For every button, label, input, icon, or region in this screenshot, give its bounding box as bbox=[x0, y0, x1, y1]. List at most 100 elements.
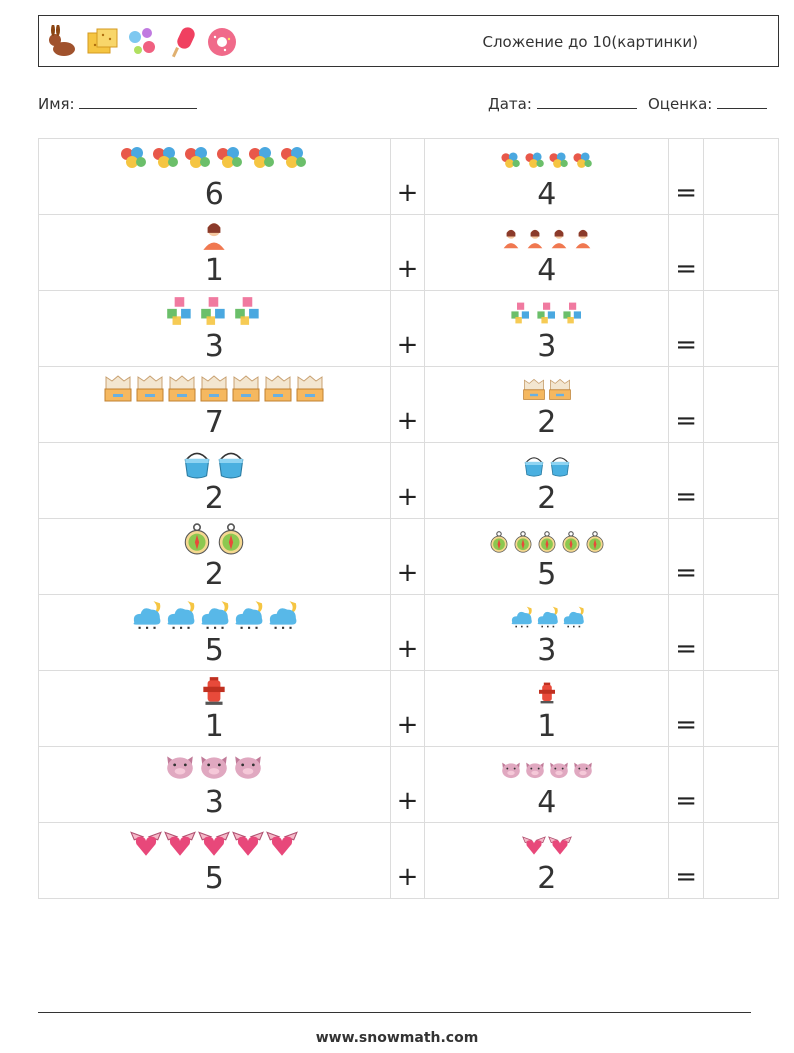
answer-cell[interactable] bbox=[703, 518, 779, 595]
night-cloud-icon bbox=[266, 599, 298, 635]
plus-sign: + bbox=[396, 482, 419, 512]
balloons-icon bbox=[183, 145, 213, 179]
addend-a-cell: 6 bbox=[38, 138, 391, 215]
worksheet-title: Сложение до 10(картинки) bbox=[482, 33, 698, 51]
box-icon bbox=[231, 373, 261, 407]
toy-blocks-icon bbox=[535, 301, 559, 329]
addend-b-pictures bbox=[425, 836, 668, 861]
addend-a-pictures bbox=[39, 449, 390, 483]
box-icon bbox=[135, 373, 165, 407]
exercise-row: 1 + 4 = bbox=[38, 214, 779, 291]
exercise-row: 3 + 3 = bbox=[38, 290, 779, 367]
candy-icon bbox=[125, 25, 159, 59]
compass-icon bbox=[181, 523, 213, 559]
addend-a-pictures bbox=[39, 221, 390, 255]
balloons-icon bbox=[500, 151, 522, 177]
answer-cell[interactable] bbox=[703, 290, 779, 367]
grade-blank[interactable] bbox=[717, 94, 768, 109]
answer-cell[interactable] bbox=[703, 442, 779, 519]
plus-sign: + bbox=[396, 634, 419, 664]
addend-b-pictures bbox=[425, 229, 668, 253]
answer-cell[interactable] bbox=[703, 366, 779, 443]
header-icons bbox=[45, 22, 239, 62]
exercise-row: 3 + 4 = bbox=[38, 746, 779, 823]
answer-cell[interactable] bbox=[703, 594, 779, 671]
toy-blocks-icon bbox=[232, 295, 264, 331]
addend-a-number: 2 bbox=[204, 557, 224, 592]
plus-cell: + bbox=[389, 518, 426, 595]
grade-label: Оценка: bbox=[648, 95, 713, 113]
footer-url[interactable]: www.snowmath.com bbox=[315, 1030, 479, 1046]
addend-b-number: 2 bbox=[537, 861, 557, 896]
plus-sign: + bbox=[396, 786, 419, 816]
plus-sign: + bbox=[396, 254, 419, 284]
toy-blocks-icon bbox=[509, 301, 533, 329]
name-blank[interactable] bbox=[79, 94, 198, 109]
addend-a-cell: 2 bbox=[38, 442, 391, 519]
winged-heart-icon bbox=[266, 827, 299, 863]
box-icon bbox=[295, 373, 325, 407]
name-field[interactable]: Имя: bbox=[38, 94, 198, 113]
date-blank[interactable] bbox=[536, 94, 637, 109]
addend-b-cell: 4 bbox=[424, 746, 670, 823]
night-cloud-icon bbox=[561, 605, 585, 633]
addend-a-number: 5 bbox=[204, 861, 224, 896]
date-field[interactable]: Дата: bbox=[488, 94, 637, 113]
addend-b-number: 1 bbox=[537, 709, 557, 744]
equals-sign: = bbox=[675, 634, 697, 664]
compass-icon bbox=[560, 531, 582, 557]
answer-cell[interactable] bbox=[703, 746, 779, 823]
addend-a-number: 6 bbox=[204, 177, 224, 212]
addend-a-pictures bbox=[39, 829, 390, 863]
addend-b-pictures bbox=[425, 531, 668, 557]
compass-icon bbox=[536, 531, 558, 557]
addend-a-cell: 2 bbox=[38, 518, 391, 595]
person-icon bbox=[500, 227, 522, 253]
footer-divider bbox=[38, 1012, 751, 1013]
addend-b-cell: 2 bbox=[424, 822, 670, 899]
night-cloud-icon bbox=[130, 599, 162, 635]
answer-cell[interactable] bbox=[703, 214, 779, 291]
equals-cell: = bbox=[668, 366, 705, 443]
addend-b-number: 3 bbox=[537, 633, 557, 668]
balloons-icon bbox=[572, 151, 594, 177]
addend-a-cell: 1 bbox=[38, 670, 391, 747]
name-label: Имя: bbox=[38, 95, 75, 113]
plus-sign: + bbox=[396, 558, 419, 588]
box-icon bbox=[103, 373, 133, 407]
grade-field[interactable]: Оценка: bbox=[648, 94, 768, 113]
answer-cell[interactable] bbox=[703, 670, 779, 747]
fire-hydrant-icon bbox=[198, 675, 230, 711]
exercise-row: 5 + 3 = bbox=[38, 594, 779, 671]
person-icon bbox=[572, 227, 594, 253]
plus-cell: + bbox=[389, 746, 426, 823]
addend-b-number: 4 bbox=[537, 253, 557, 288]
cracker-icon bbox=[85, 25, 119, 59]
addend-b-pictures bbox=[425, 151, 668, 177]
winged-heart-icon bbox=[198, 827, 231, 863]
compass-icon bbox=[512, 531, 534, 557]
rabbit-icon bbox=[45, 24, 79, 59]
equals-cell: = bbox=[668, 290, 705, 367]
equals-cell: = bbox=[668, 518, 705, 595]
plus-sign: + bbox=[396, 178, 419, 208]
addend-a-pictures bbox=[39, 523, 390, 559]
plus-cell: + bbox=[389, 138, 426, 215]
answer-cell[interactable] bbox=[703, 822, 779, 899]
addend-a-cell: 7 bbox=[38, 366, 391, 443]
exercise-row: 5 + 2 = bbox=[38, 822, 779, 899]
compass-icon bbox=[584, 531, 606, 557]
exercise-row: 6 + 4 = bbox=[38, 138, 779, 215]
plus-sign: + bbox=[396, 862, 419, 892]
addend-b-number: 2 bbox=[537, 481, 557, 516]
pig-face-icon bbox=[572, 759, 594, 785]
answer-cell[interactable] bbox=[703, 138, 779, 215]
addend-a-number: 1 bbox=[204, 709, 224, 744]
plus-sign: + bbox=[396, 330, 419, 360]
bucket-icon bbox=[522, 453, 546, 481]
winged-heart-icon bbox=[130, 827, 163, 863]
addend-a-number: 1 bbox=[204, 253, 224, 288]
equals-sign: = bbox=[675, 786, 697, 816]
box-icon bbox=[263, 373, 293, 407]
addend-a-cell: 5 bbox=[38, 822, 391, 899]
